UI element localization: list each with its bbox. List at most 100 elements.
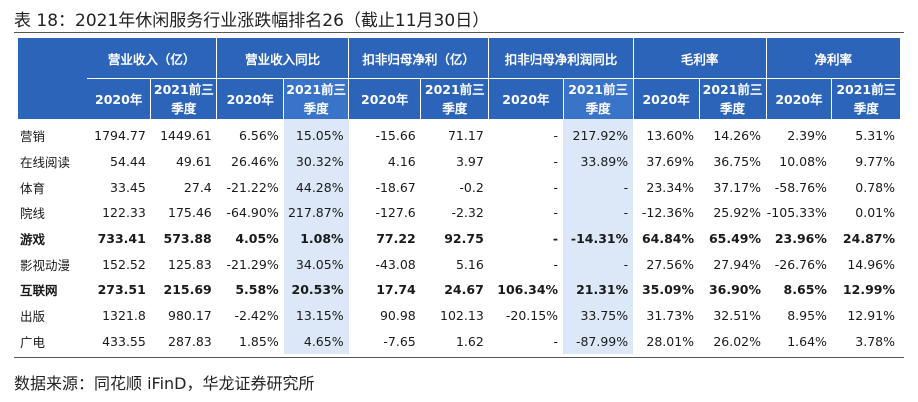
row-label: 营销 <box>20 129 46 145</box>
table-cell: 33.89% <box>563 148 634 175</box>
table-cell: 24.67 <box>444 282 484 298</box>
table-row: 影视动漫 152.52 125.83 -21.29% 34.05% -43.08 5.16 -… <box>18 251 900 278</box>
table-row: 游戏 733.41 573.88 4.05% 1.08% 77.22 92.75 - -14.3… <box>18 225 900 252</box>
subheader-2020: 2020年 <box>632 78 700 119</box>
table-cell: 6.56% <box>239 128 279 144</box>
group-header: 扣非归母净利（亿） <box>348 38 489 79</box>
table-cell: 1321.8 <box>102 308 146 324</box>
group-header: 净利率 <box>765 38 900 79</box>
group-header: 毛利率 <box>632 38 767 79</box>
table-cell: 1.64% <box>787 333 827 349</box>
table-cell: -14.31% <box>563 225 634 252</box>
table-cell: 1449.61 <box>160 128 212 144</box>
table-cell: - <box>553 128 559 144</box>
row-label: 影视动漫 <box>20 257 71 273</box>
table-cell: 1.08% <box>283 225 349 252</box>
table-cell: 3.97 <box>455 154 484 170</box>
table-cell: 65.49% <box>708 231 762 247</box>
table-cell: - <box>563 251 634 278</box>
table-cell: 35.09% <box>641 282 695 298</box>
row-label: 互联网 <box>20 283 58 299</box>
table-cell: -105.33% <box>766 205 827 221</box>
table-cell: 27.94% <box>713 256 762 272</box>
table-cell: 12.91% <box>847 308 895 324</box>
header-corner <box>18 38 88 119</box>
table-cell: 26.46% <box>231 154 279 170</box>
table-cell: 23.96% <box>774 231 827 247</box>
source-note: 数据来源：同花顺 iFinD，华龙证券研究所 <box>14 374 315 393</box>
table-cell: 71.17 <box>447 128 484 144</box>
table-cell: - <box>553 205 559 221</box>
table-cell: - <box>553 154 559 170</box>
table-cell: 54.44 <box>110 154 146 170</box>
table-cell: 1.62 <box>455 333 484 349</box>
table-cell: 8.95% <box>787 308 827 324</box>
subheader-2021q3: 2021前三 季度 <box>698 78 767 119</box>
table-cell: 287.83 <box>168 333 212 349</box>
table-row: 广电 433.55 287.83 1.85% 4.65% -7.65 1.62 - -87.99… <box>18 328 900 355</box>
group-header: 扣非归母净利润同比 <box>488 38 634 79</box>
table-cell: 44.28% <box>283 174 349 201</box>
table-cell: 13.60% <box>646 128 695 144</box>
table-cell: -21.29% <box>226 256 279 272</box>
table-cell: 10.08% <box>779 154 827 170</box>
row-label: 出版 <box>20 309 46 325</box>
table-cell: 1794.77 <box>94 128 146 144</box>
subheader-2021q3: 2021前三 季度 <box>420 78 489 119</box>
row-label: 在线阅读 <box>20 155 71 171</box>
table-cell: 64.84% <box>641 231 695 247</box>
table-cell: 31.73% <box>646 308 695 324</box>
table-cell: 25.92% <box>713 205 762 221</box>
table-cell: 26.02% <box>713 333 762 349</box>
table-cell: 5.31% <box>855 128 895 144</box>
bottom-rule <box>14 357 904 358</box>
table-cell: 27.4 <box>183 179 212 195</box>
table-cell: 980.17 <box>168 308 212 324</box>
table-cell: 24.87% <box>842 231 895 247</box>
table-cell: 37.17% <box>713 179 762 195</box>
table-cell: 733.41 <box>97 231 146 247</box>
table-cell: - <box>563 174 634 201</box>
table-cell: 37.69% <box>646 154 695 170</box>
table-cell: 14.26% <box>713 128 762 144</box>
table-cell: 33.75% <box>563 302 634 329</box>
table-cell: 49.61 <box>175 154 212 170</box>
table-cell: 14.96% <box>847 256 895 272</box>
table-cell: 4.16 <box>387 154 416 170</box>
table-cell: 152.52 <box>102 256 146 272</box>
table-cell: -64.90% <box>226 205 279 221</box>
table-body: 营销 1794.77 1449.61 6.56% 15.05% -15.66 71.17-2… <box>18 119 900 355</box>
table-cell: 122.33 <box>102 205 146 221</box>
table-row: 营销 1794.77 1449.61 6.56% 15.05% -15.66 71.17-2… <box>18 119 900 149</box>
table-cell: 106.34% <box>497 282 559 298</box>
table-cell: 20.53% <box>283 277 349 303</box>
table-cell: 273.51 <box>97 282 146 298</box>
table-row: 在线阅读 54.44 49.61 26.46% 30.32% 4.16 3.97 -33.89… <box>18 148 900 175</box>
table-cell: 23.34% <box>646 179 695 195</box>
table-cell: -2.42% <box>234 308 279 324</box>
table-row: 院线 122.33 175.46 -64.90% 217.87% -127.6 -2.32 -… <box>18 200 900 226</box>
table-cell: -21.22% <box>226 179 279 195</box>
table-cell: - <box>553 256 559 272</box>
table-cell: -58.76% <box>774 179 827 195</box>
table-cell: 5.16 <box>455 256 484 272</box>
top-rule <box>14 32 904 33</box>
table-cell: 0.01% <box>855 205 895 221</box>
table-cell: 36.75% <box>713 154 762 170</box>
table-cell: 0.78% <box>855 179 895 195</box>
table-cell: 573.88 <box>163 231 212 247</box>
table-cell: -2.32 <box>451 205 484 221</box>
group-header: 营业收入同比 <box>216 38 349 79</box>
table-cell: - <box>563 200 634 226</box>
table-row: 互联网 273.51 215.69 5.58% 20.53% 17.74 24.67 106.… <box>18 277 900 303</box>
table-cell: -0.2 <box>459 179 484 195</box>
table-cell: 175.46 <box>168 205 212 221</box>
table-cell: - <box>553 333 559 349</box>
subheader-2021q3: 2021前三 季度 <box>562 78 634 119</box>
table-cell: -26.76% <box>774 256 827 272</box>
table-cell: 17.74 <box>376 282 416 298</box>
table-cell: 433.55 <box>102 333 146 349</box>
subheader-2020: 2020年 <box>216 78 284 119</box>
subheader-2021q3: 2021前三 季度 <box>831 78 900 119</box>
table-cell: 102.13 <box>440 308 484 324</box>
